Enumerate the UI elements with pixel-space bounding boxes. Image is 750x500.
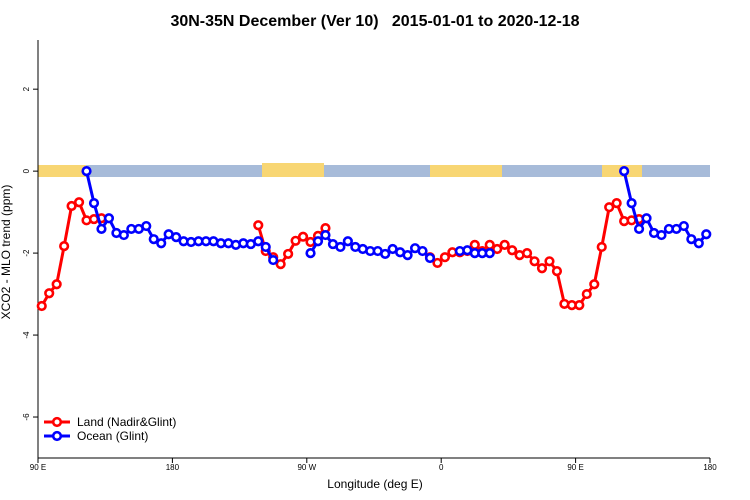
- data-point: [283, 248, 294, 260]
- series: [81, 166, 712, 266]
- data-point: [701, 229, 712, 240]
- legend-label: Ocean (Glint): [77, 429, 148, 443]
- data-point: [678, 220, 689, 232]
- x-tick-label: 90 E: [567, 463, 583, 472]
- y-axis-label: XCO2 - MLO trend (ppm): [0, 185, 13, 320]
- legend-label: Land (Nadir&Glint): [77, 415, 176, 429]
- y-tick-label: -6: [22, 413, 31, 421]
- data-point: [305, 247, 316, 259]
- data-point: [521, 247, 533, 259]
- data-point: [66, 200, 77, 212]
- data-point: [156, 238, 167, 249]
- series: [36, 197, 645, 312]
- data-point: [171, 232, 182, 243]
- data-point: [44, 288, 55, 299]
- series-line: [40, 200, 640, 307]
- data-point: [536, 263, 548, 274]
- data-point: [499, 239, 510, 251]
- data-point: [596, 241, 607, 253]
- x-tick-label: 180: [703, 463, 717, 472]
- y-tick-label: -2: [22, 249, 31, 257]
- data-point: [544, 256, 555, 267]
- x-axis-label: Longitude (deg E): [327, 477, 422, 491]
- data-point: [686, 234, 697, 245]
- data-point: [290, 235, 301, 246]
- data-point: [581, 288, 592, 300]
- data-point: [51, 279, 62, 290]
- x-tick-label: 180: [166, 463, 180, 472]
- legend-marker: [51, 416, 63, 428]
- data-point: [492, 243, 503, 255]
- data-point: [312, 236, 324, 247]
- data-point: [656, 229, 667, 241]
- data-point: [260, 241, 271, 253]
- data-point: [469, 239, 480, 251]
- data-point: [275, 259, 286, 270]
- data-point: [96, 223, 107, 235]
- data-point: [148, 234, 159, 245]
- data-point: [439, 252, 451, 263]
- data-point: [253, 220, 264, 231]
- data-point: [81, 166, 92, 177]
- data-point: [73, 197, 85, 208]
- data-point: [589, 279, 600, 290]
- data-point: [604, 202, 615, 213]
- x-tick-label: 0: [439, 463, 444, 472]
- data-point: [402, 250, 413, 261]
- data-point: [507, 245, 518, 256]
- data-point: [551, 266, 563, 277]
- data-point: [141, 220, 152, 232]
- data-point: [484, 247, 495, 259]
- data-point: [574, 300, 585, 311]
- data-point: [297, 231, 309, 242]
- data-point: [335, 241, 346, 253]
- data-point: [59, 241, 70, 252]
- data-point: [342, 236, 353, 247]
- y-tick-label: 0: [22, 168, 31, 173]
- data-point: [380, 248, 391, 260]
- data-point: [633, 223, 645, 235]
- y-tick-label: -4: [22, 331, 31, 339]
- data-point: [641, 213, 652, 224]
- data-point: [529, 256, 540, 267]
- data-point: [424, 252, 436, 264]
- y-tick-label: 2: [22, 86, 31, 91]
- data-point: [693, 238, 704, 249]
- data-point: [268, 254, 279, 266]
- legend-marker: [51, 430, 63, 442]
- data-point: [118, 229, 129, 241]
- land-ocean-strip: [38, 163, 710, 177]
- data-point: [103, 213, 115, 224]
- data-point: [611, 198, 622, 209]
- data-point: [320, 229, 331, 241]
- x-tick-label: 90 W: [297, 463, 316, 472]
- data-point: [417, 245, 428, 257]
- data-point: [36, 300, 47, 312]
- data-point: [432, 257, 443, 269]
- x-tick-label: 90 E: [30, 463, 46, 472]
- data-point: [88, 198, 100, 209]
- chart-title: 30N-35N December (Ver 10) 2015-01-01 to …: [170, 13, 579, 30]
- data-point: [253, 236, 264, 247]
- data-point: [619, 166, 630, 177]
- data-point: [626, 198, 637, 209]
